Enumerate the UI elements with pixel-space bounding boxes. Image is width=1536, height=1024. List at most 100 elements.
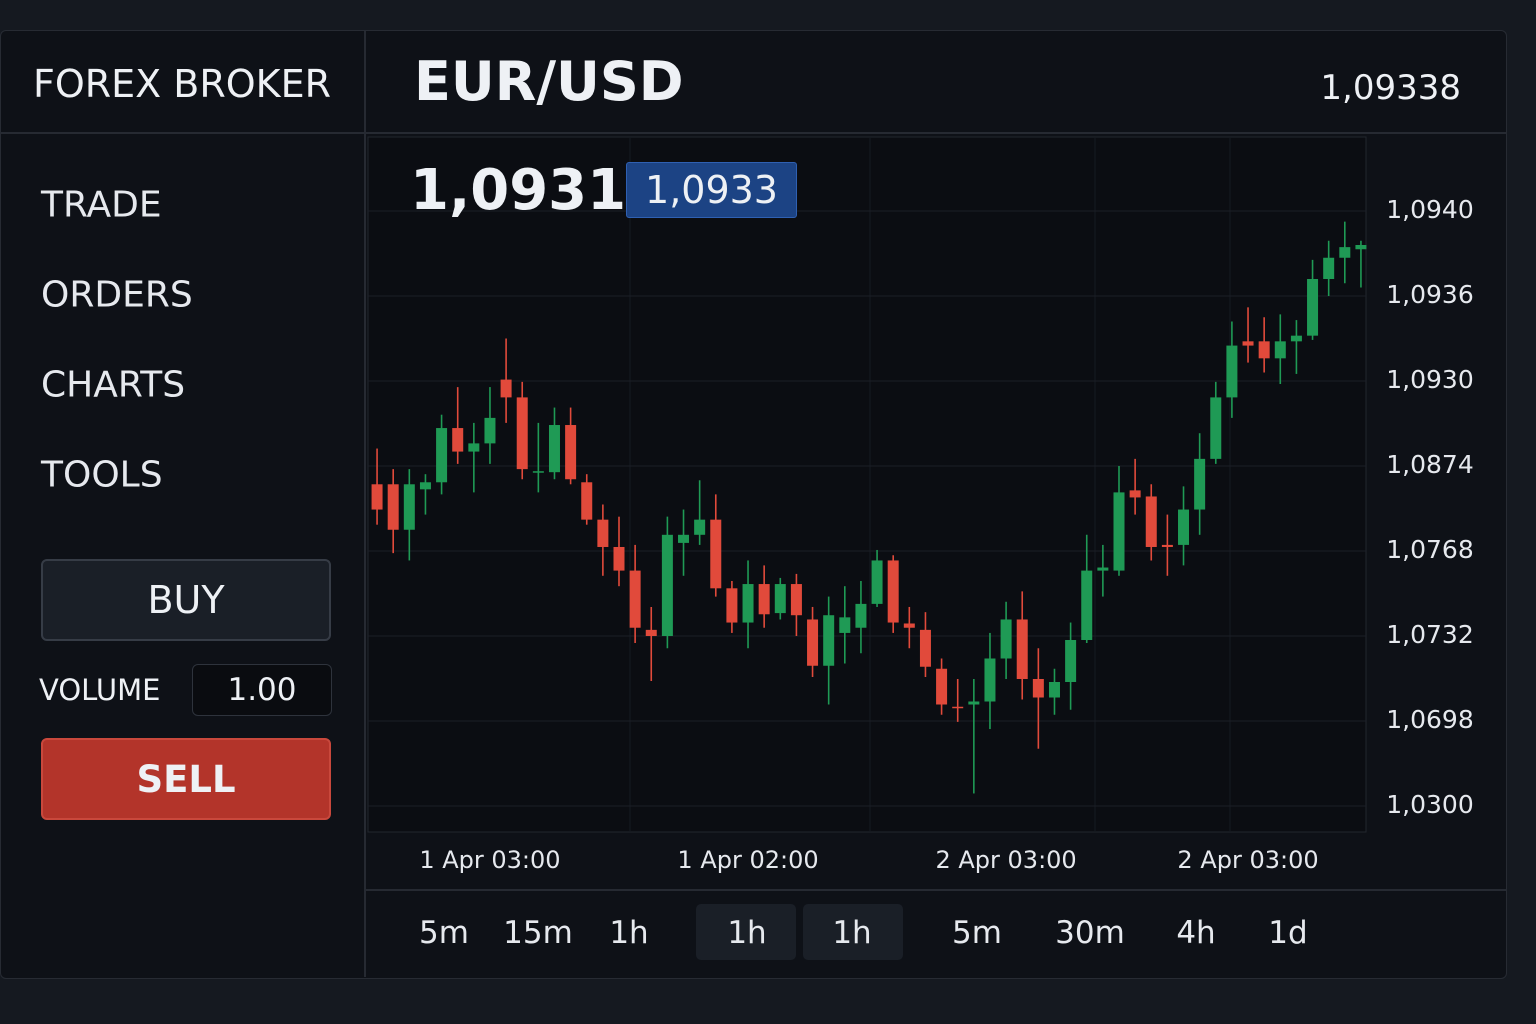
candle-body: [436, 428, 448, 483]
candle-body: [984, 658, 996, 702]
candle-body: [1355, 245, 1367, 250]
nav-item[interactable]: ORDERS: [41, 274, 193, 316]
candle-body: [1258, 341, 1270, 359]
timeframe-button[interactable]: 5m: [952, 915, 1002, 951]
plot-area: [367, 136, 1367, 833]
timeframe-button[interactable]: 15m: [503, 915, 573, 951]
candle-body: [387, 484, 399, 530]
candle-body: [968, 701, 980, 705]
candle-body: [1145, 496, 1157, 547]
candle-body: [1323, 257, 1335, 279]
timeframe-button[interactable]: 1h: [609, 915, 649, 951]
timeframe-divider: [366, 889, 1506, 891]
tf-active: [803, 904, 903, 960]
timeframe-button[interactable]: 4h: [1176, 915, 1216, 951]
candle-body: [1274, 341, 1286, 359]
candle-body: [694, 519, 706, 535]
nav-item[interactable]: TOOLS: [41, 454, 163, 496]
candle-body: [532, 471, 544, 473]
y-tick-label: 1,0936: [1386, 280, 1473, 309]
candle-body: [1000, 619, 1012, 659]
tf-active: [696, 904, 796, 960]
nav-item[interactable]: CHARTS: [41, 364, 186, 406]
timeframe-button[interactable]: 1d: [1268, 915, 1308, 951]
candle-body: [903, 623, 915, 628]
y-tick-label: 1,0940: [1386, 195, 1473, 224]
candle-body: [710, 519, 722, 589]
buy-button[interactable]: BUY: [41, 559, 331, 641]
candle-body: [823, 615, 835, 666]
y-tick-label: 1,0874: [1386, 450, 1473, 479]
candle-body: [790, 584, 802, 616]
bid-price: 1,0931: [410, 158, 627, 223]
candle-body: [419, 482, 431, 490]
candle-body: [1129, 490, 1141, 498]
candle-body: [758, 584, 770, 615]
candle-body: [855, 603, 867, 628]
y-tick-label: 1,0768: [1386, 535, 1473, 564]
candle-body: [887, 560, 899, 623]
volume-label: VOLUME: [39, 673, 161, 707]
timeframe-button[interactable]: 5m: [419, 915, 469, 951]
candle-body: [1097, 567, 1109, 571]
candle-body: [1307, 279, 1319, 336]
sell-button[interactable]: SELL: [41, 738, 331, 820]
candle-body: [629, 570, 641, 628]
timeframe-button[interactable]: 1h: [832, 915, 872, 951]
candle-body: [1161, 544, 1173, 547]
candle-body: [1226, 345, 1238, 398]
candle-body: [403, 484, 415, 530]
brand: FOREX BROKER: [33, 62, 332, 106]
candle-body: [597, 519, 609, 547]
ask-badge: 1,0933: [626, 162, 797, 218]
candle-body: [1178, 509, 1190, 545]
candle-body: [645, 629, 657, 636]
candle-body: [1048, 682, 1060, 698]
candle-body: [1065, 640, 1077, 682]
candle-body: [774, 584, 786, 614]
candle-body: [516, 397, 528, 470]
quote: 1,09338: [1320, 68, 1461, 108]
sidebar-divider: [364, 31, 366, 977]
candle-body: [548, 425, 560, 473]
candle-body: [807, 619, 819, 666]
timeframe-button[interactable]: 30m: [1055, 915, 1125, 951]
candle-body: [1016, 619, 1028, 679]
volume-input[interactable]: 1.00: [192, 664, 332, 716]
candle-body: [839, 617, 851, 633]
candle-body: [484, 417, 496, 444]
candle-body: [613, 546, 625, 571]
candle-body: [871, 560, 883, 604]
nav-item[interactable]: TRADE: [41, 184, 162, 226]
candle-body: [1339, 247, 1351, 258]
candle-body: [742, 584, 754, 623]
x-tick-label: 2 Apr 03:00: [935, 846, 1076, 874]
x-tick-label: 1 Apr 02:00: [677, 846, 818, 874]
candle-body: [1290, 335, 1302, 342]
candle-body: [468, 443, 480, 452]
candle-body: [1081, 570, 1093, 640]
candle-body: [581, 482, 593, 520]
candle-body: [1032, 679, 1044, 698]
y-tick-label: 1,0300: [1386, 790, 1473, 819]
timeframe-button[interactable]: 1h: [727, 915, 767, 951]
candle-body: [500, 379, 512, 398]
y-tick-label: 1,0698: [1386, 705, 1473, 734]
x-tick-label: 1 Apr 03:00: [419, 846, 560, 874]
candle-body: [1113, 492, 1125, 571]
candle-body: [952, 706, 964, 709]
candle-body: [1242, 341, 1254, 346]
candle-body: [1194, 458, 1206, 510]
candle-body: [565, 425, 577, 480]
candle-body: [371, 484, 383, 510]
candle-body: [661, 534, 673, 636]
header-divider: [0, 132, 1506, 134]
candle-body: [1210, 397, 1222, 459]
candle-body: [919, 629, 931, 667]
x-tick-label: 2 Apr 03:00: [1177, 846, 1318, 874]
candle-body: [678, 534, 690, 543]
candle-body: [936, 668, 948, 705]
candle-body: [452, 428, 464, 452]
